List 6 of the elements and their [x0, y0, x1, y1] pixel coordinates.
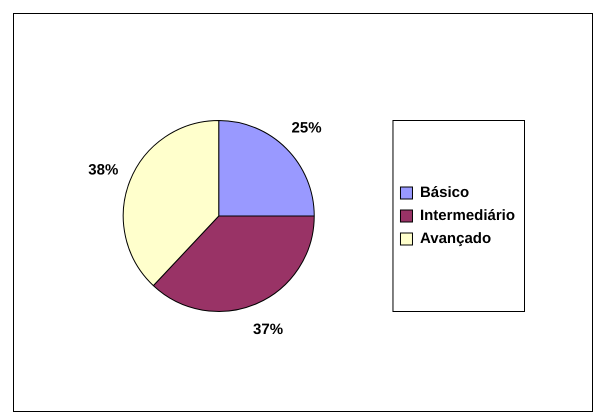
- data-label: 37%: [253, 321, 284, 338]
- data-label: 38%: [88, 161, 118, 178]
- legend-label: Intermediário: [420, 207, 516, 224]
- legend-label: Básico: [420, 184, 470, 202]
- data-label: 25%: [292, 119, 322, 136]
- legend-label: Avançado: [420, 230, 492, 248]
